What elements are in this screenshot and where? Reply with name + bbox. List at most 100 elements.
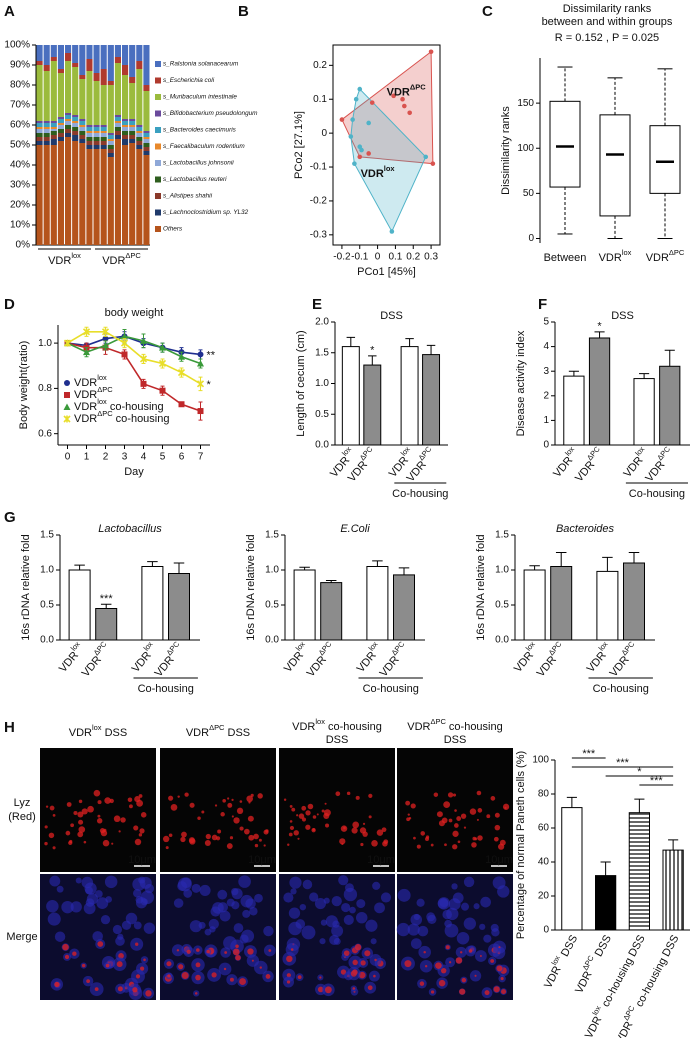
granule <box>227 802 233 808</box>
comparison-label: *** <box>650 775 664 787</box>
granule <box>62 943 69 951</box>
bar-segment <box>93 131 100 133</box>
y-tick-label: -0.3 <box>310 229 328 240</box>
granule <box>286 973 291 978</box>
y-tick-label: 0.5 <box>315 409 329 420</box>
nucleus <box>85 886 93 895</box>
bar-segment <box>72 135 79 141</box>
marker <box>140 380 147 387</box>
legend-label: VDRΔPC co-housing <box>74 409 169 424</box>
bar-segment <box>107 45 114 81</box>
y-tick-label: 50 <box>523 188 535 199</box>
bar-segment <box>136 45 143 61</box>
y-tick-label: 100 <box>532 755 549 766</box>
panel-label: A <box>4 3 15 20</box>
nucleus <box>105 896 112 903</box>
y-tick-label: 1.0 <box>265 565 279 576</box>
bar <box>68 569 91 641</box>
bar-segment <box>65 113 72 115</box>
x-tick-label-base: VDR <box>646 252 669 264</box>
point <box>400 96 405 102</box>
y-tick-label: 0 <box>321 128 327 139</box>
row-label: Lyz <box>14 797 31 809</box>
granule <box>248 834 255 841</box>
nucleus <box>283 892 294 903</box>
x-tick-label: 7 <box>198 452 204 463</box>
y-tick-label: 60 <box>538 823 550 834</box>
error-bar <box>346 336 356 347</box>
bar-segment <box>86 125 93 127</box>
legend-label: s_Escherichia coli <box>163 77 215 84</box>
bar <box>320 582 343 641</box>
group-label-sup: lox <box>384 164 396 173</box>
y-tick-label: 50% <box>10 140 30 151</box>
nucleus <box>92 931 103 942</box>
x-tick-label-base: VDR <box>583 1014 605 1038</box>
nucleus <box>356 899 366 909</box>
group-label-base: VDR <box>361 168 384 180</box>
granule <box>129 804 133 809</box>
granule <box>452 844 458 850</box>
bar-segment <box>93 73 100 81</box>
bar <box>628 812 650 931</box>
marker <box>159 344 166 351</box>
granule <box>194 992 198 995</box>
nucleus <box>397 888 411 902</box>
bar-segment <box>100 133 107 137</box>
legend-label-sup: ΔPC <box>97 385 113 394</box>
group-label-base: VDR <box>387 86 410 98</box>
granule <box>251 959 254 962</box>
nucleus <box>143 922 156 934</box>
point <box>407 110 412 116</box>
y-tick-label: 100 <box>517 143 534 154</box>
bar <box>341 346 360 446</box>
granule <box>138 794 143 798</box>
bar-segment <box>36 65 43 121</box>
error-bar <box>568 370 579 377</box>
granule <box>186 949 191 954</box>
bar <box>293 569 316 641</box>
granule <box>501 989 507 995</box>
nucleus <box>427 914 437 924</box>
granule <box>477 808 483 813</box>
granule <box>113 815 121 823</box>
granule <box>293 830 299 836</box>
nucleus <box>491 928 500 937</box>
bar-segment <box>107 157 114 245</box>
marker <box>120 339 129 347</box>
granule <box>127 797 133 803</box>
granule <box>436 811 443 818</box>
bar-segment <box>36 129 43 133</box>
bar-segment <box>86 127 93 131</box>
granule <box>360 960 366 966</box>
bar-segment <box>50 139 57 145</box>
granule <box>352 987 356 990</box>
granule <box>83 840 87 844</box>
granule <box>339 838 346 845</box>
nucleus <box>209 926 216 933</box>
point <box>357 154 363 160</box>
x-tick-label-sup: lox <box>622 248 632 257</box>
bar-segment <box>100 45 107 69</box>
granule <box>324 802 327 805</box>
granule <box>448 818 453 823</box>
bar-segment <box>136 125 143 127</box>
nucleus <box>233 923 244 933</box>
x-tick-label-base: VDR <box>643 459 667 485</box>
x-tick-label: 0.3 <box>424 252 438 263</box>
granule <box>500 977 504 981</box>
x-axis-label: Day <box>124 466 144 478</box>
bar-segment <box>100 69 107 85</box>
marker <box>158 359 167 368</box>
bar-segment <box>65 45 72 53</box>
bar-segment <box>43 71 50 121</box>
nucleus <box>463 917 476 930</box>
nucleus <box>95 890 103 898</box>
nucleus <box>451 883 458 890</box>
bar-segment <box>65 137 72 245</box>
granule <box>362 831 368 837</box>
bar-segment <box>79 125 86 127</box>
granule <box>376 829 384 836</box>
bar <box>141 566 164 641</box>
